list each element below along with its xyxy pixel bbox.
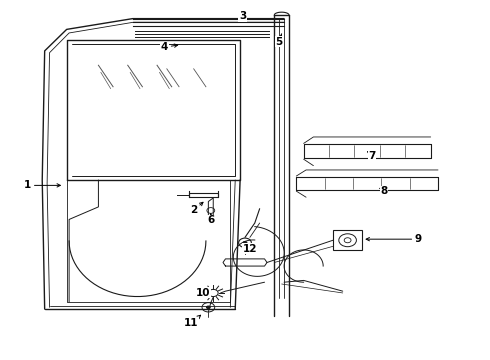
Text: 11: 11 (184, 315, 200, 328)
Text: 1: 1 (24, 180, 60, 190)
Text: 4: 4 (161, 42, 178, 52)
Text: 5: 5 (275, 34, 283, 47)
Text: 8: 8 (380, 186, 388, 197)
Text: 3: 3 (239, 11, 246, 22)
Text: 10: 10 (196, 288, 211, 298)
Text: 2: 2 (190, 202, 203, 216)
Text: 9: 9 (366, 234, 422, 244)
Text: 6: 6 (207, 214, 215, 225)
Text: 7: 7 (368, 150, 376, 161)
Circle shape (243, 241, 247, 244)
Circle shape (206, 306, 211, 309)
Text: 12: 12 (243, 244, 257, 254)
